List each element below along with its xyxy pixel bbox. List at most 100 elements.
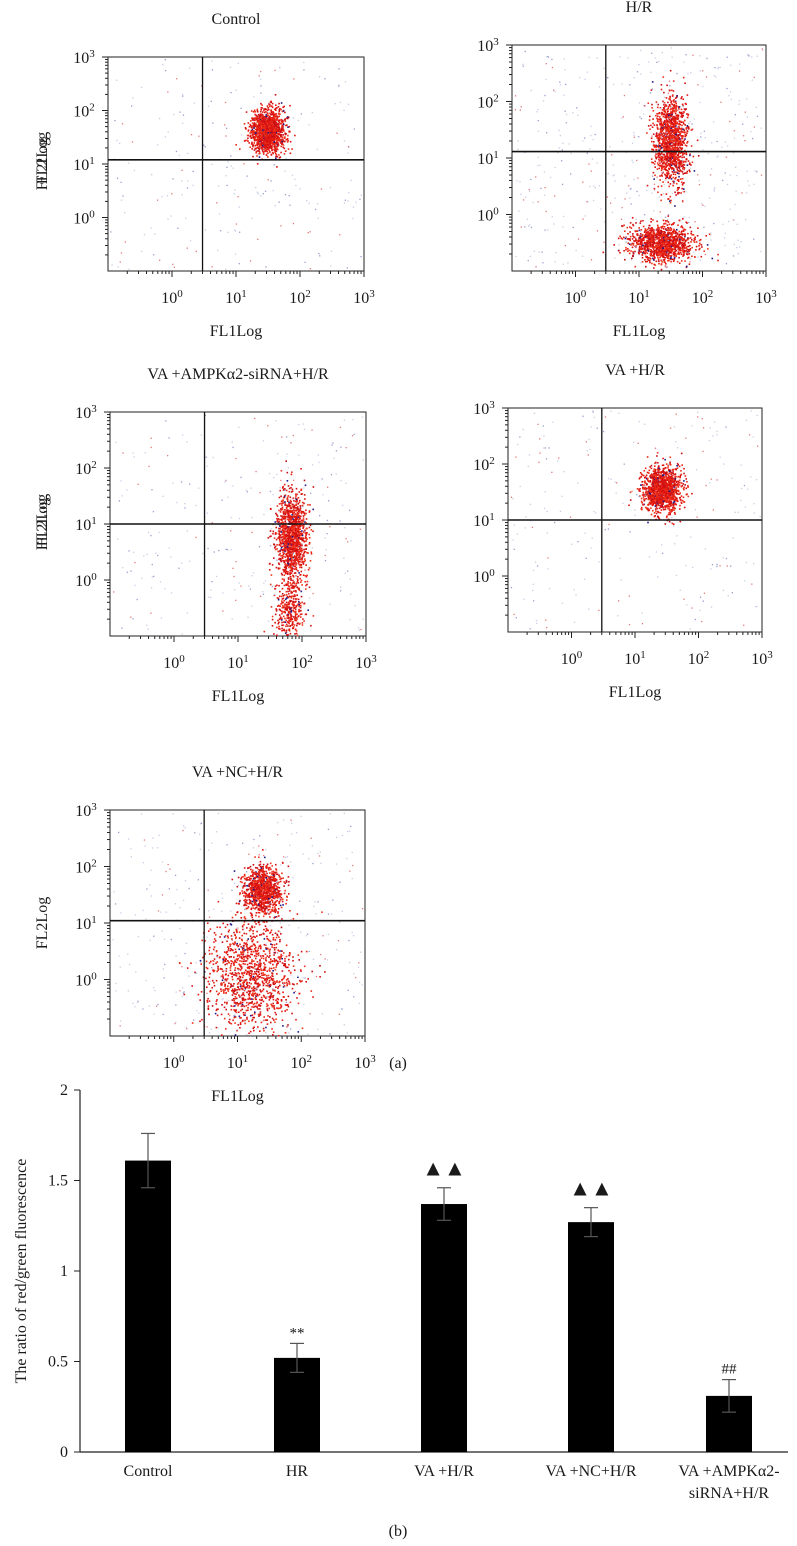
scatter-point (640, 118, 643, 120)
scatter-point (668, 172, 670, 175)
scatter-point (689, 248, 692, 250)
scatter-point (662, 115, 665, 118)
scatter-point (665, 193, 668, 195)
scatter-point (210, 100, 212, 102)
scatter-point (276, 125, 278, 128)
scatter-point (674, 130, 677, 132)
scatter-point (738, 63, 741, 65)
scatter-point (684, 82, 686, 85)
scatter-point (661, 234, 664, 237)
scatter-point (204, 229, 207, 231)
scatter-point (685, 266, 688, 269)
scatter-point (660, 112, 663, 114)
scatter-point (283, 545, 285, 547)
scatter-point (670, 239, 673, 241)
scatter-point (652, 133, 655, 135)
scatter-point (659, 234, 661, 237)
scatter-point (676, 149, 679, 151)
scatter-point (670, 121, 672, 123)
scatter-point (249, 146, 252, 148)
scatter-point (270, 113, 272, 116)
scatter-point (668, 135, 671, 137)
scatter-point (653, 259, 655, 261)
scatter-point (656, 241, 659, 244)
scatter-point (678, 149, 680, 152)
scatter-point (656, 250, 659, 253)
scatter-point (268, 108, 270, 111)
scatter-point (275, 129, 278, 131)
scatter-point (684, 244, 686, 247)
scatter-point (697, 155, 700, 157)
scatter-point (675, 171, 678, 174)
scatter-point (121, 123, 124, 125)
scatter-point (669, 154, 672, 156)
scatter-point (681, 234, 684, 236)
scatter-point (635, 245, 637, 247)
scatter-point (698, 179, 700, 182)
scatter-point (678, 249, 680, 251)
scatter-point (631, 238, 634, 240)
scatter-point (274, 205, 276, 207)
scatter-point (668, 167, 670, 170)
scatter-point (676, 166, 678, 169)
scatter-point (660, 123, 662, 125)
scatter-point (538, 251, 540, 253)
scatter-point (679, 235, 681, 238)
scatter-point (671, 134, 674, 136)
scatter-point (669, 143, 671, 145)
scatter-point (693, 170, 696, 172)
scatter-point (143, 234, 146, 236)
scatter-point (657, 145, 660, 148)
scatter-point (668, 137, 670, 140)
scatter-point (664, 228, 667, 231)
scatter-point (670, 234, 673, 237)
scatter-point (662, 228, 665, 230)
scatter-point (681, 170, 684, 173)
scatter-point (598, 185, 601, 187)
scatter-point (255, 186, 257, 189)
scatter-point (255, 115, 258, 117)
scatter-point (670, 127, 672, 129)
scatter-point (265, 120, 268, 123)
scatter-point (253, 130, 255, 132)
scatter-point (655, 153, 657, 155)
scatter-point (670, 136, 673, 138)
scatter-point (267, 152, 269, 154)
scatter-point (650, 250, 652, 253)
scatter-point (309, 524, 312, 527)
scatter-point (673, 252, 676, 254)
scatter-point (665, 235, 668, 237)
x-tick-label: 103 (755, 288, 777, 307)
scatter-point (668, 113, 670, 115)
scatter-point (720, 101, 722, 103)
scatter-point (669, 227, 672, 229)
scatter-point (683, 164, 686, 166)
scatter-point (645, 243, 647, 245)
scatter-point (657, 153, 659, 156)
scatter-point (284, 544, 286, 547)
scatter-point (674, 243, 676, 245)
scatter-point (674, 161, 677, 163)
scatter-point (694, 256, 696, 258)
scatter-point (672, 143, 675, 146)
scatter-point (673, 230, 676, 233)
scatter-point (154, 233, 156, 235)
scatter-point (283, 525, 285, 527)
scatter-point (651, 243, 654, 246)
scatter-point (537, 165, 539, 167)
scatter-point (262, 151, 265, 154)
scatter-point (713, 75, 715, 77)
scatter-point (663, 156, 666, 158)
scatter-point (662, 146, 665, 149)
scatter-point (644, 259, 646, 261)
scatter-point (627, 242, 630, 245)
scatter-point (256, 121, 258, 123)
scatter-point (657, 154, 660, 157)
scatter-point (661, 158, 663, 160)
scatter-point (669, 141, 671, 144)
scatter-point (622, 236, 625, 239)
scatter-point (267, 112, 269, 115)
scatter-point (278, 115, 280, 118)
scatter-point (675, 255, 677, 258)
